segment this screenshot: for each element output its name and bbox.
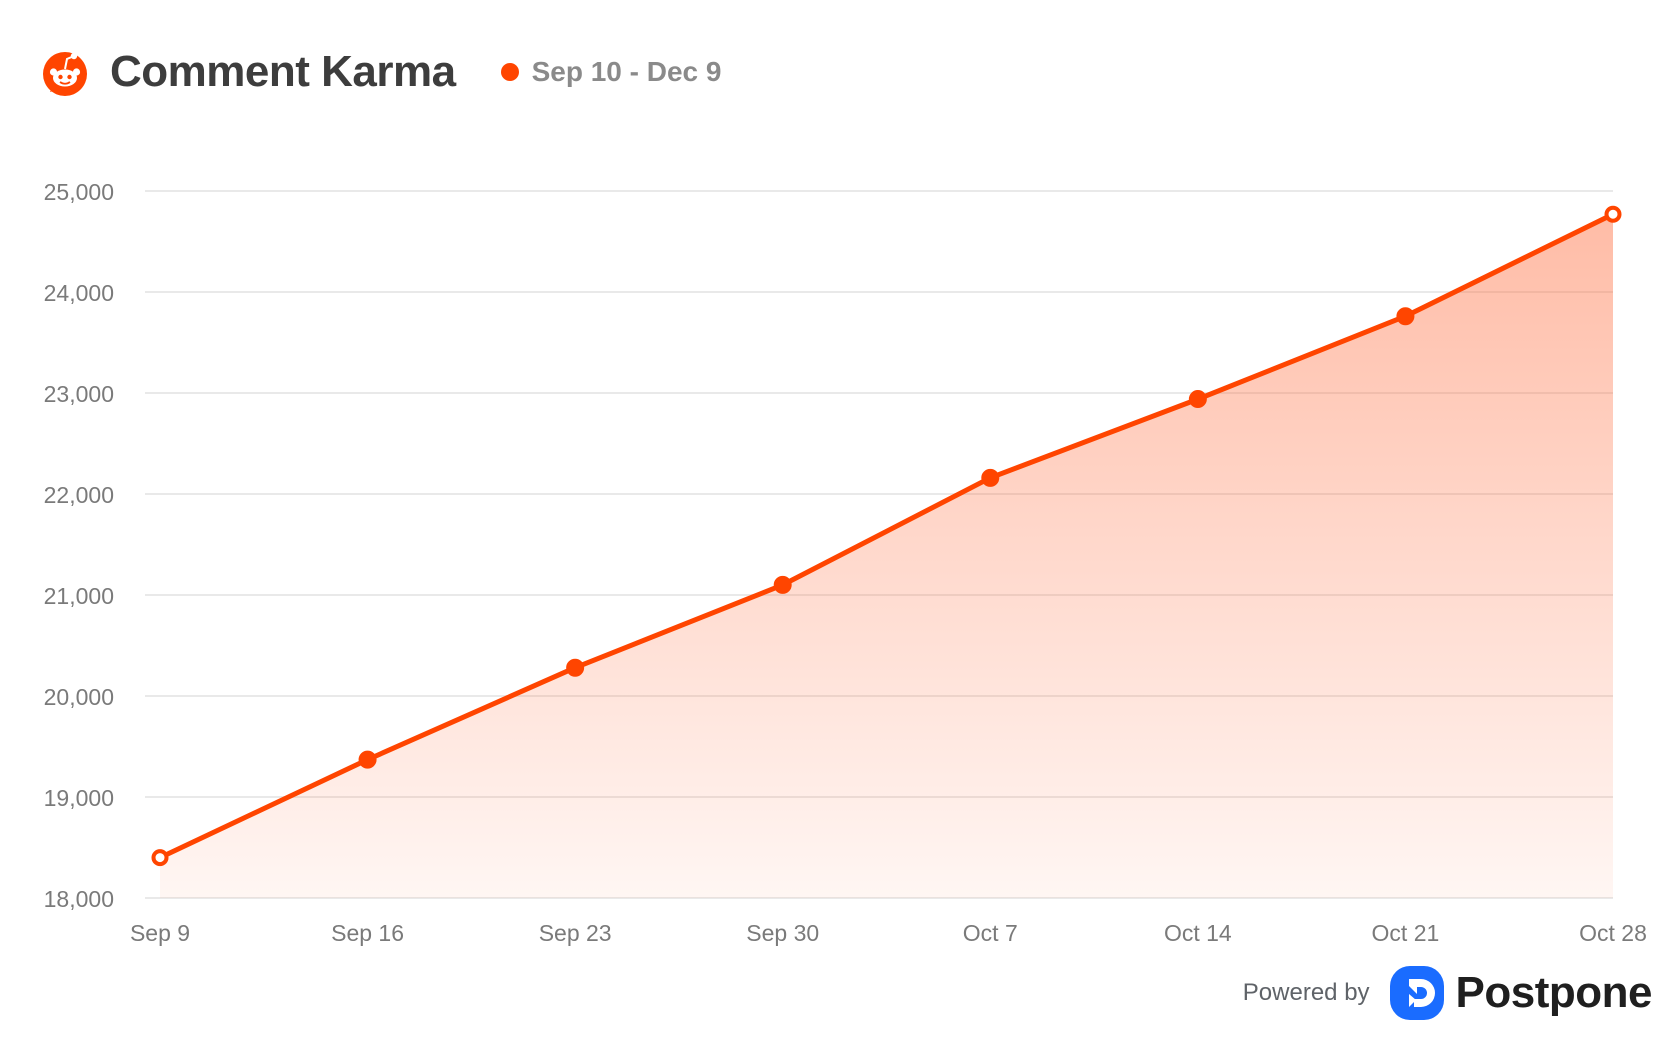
data-point[interactable] <box>1604 205 1622 223</box>
data-point[interactable] <box>981 468 1000 487</box>
postpone-logo-icon <box>1389 966 1444 1020</box>
y-tick-label: 20,000 <box>44 684 114 710</box>
chart-legend[interactable]: Sep 10 - Dec 9 <box>500 56 722 88</box>
y-tick-label: 18,000 <box>44 886 114 912</box>
data-point[interactable] <box>1396 307 1415 326</box>
x-tick-label: Sep 23 <box>539 920 612 946</box>
chart-header: Comment Karma Sep 10 - Dec 9 <box>40 42 721 102</box>
data-point[interactable] <box>773 575 792 594</box>
data-point[interactable] <box>358 750 377 769</box>
powered-by-footer[interactable]: Powered by Postpone <box>1242 962 1653 1024</box>
series-area <box>160 214 1613 898</box>
x-tick-label: Oct 28 <box>1579 920 1647 946</box>
x-tick-label: Oct 7 <box>963 920 1018 946</box>
data-points <box>151 205 1622 867</box>
y-tick-label: 23,000 <box>44 381 114 407</box>
brand-name: Postpone <box>1455 968 1653 1017</box>
chart-title: Comment Karma <box>110 47 456 96</box>
data-point[interactable] <box>1188 390 1207 409</box>
y-tick-label: 21,000 <box>44 583 114 609</box>
legend-marker <box>500 63 519 81</box>
y-axis: 18,000 19,000 20,000 21,000 22,000 23,000 24,0… <box>44 179 114 912</box>
x-tick-label: Sep 9 <box>130 920 190 946</box>
x-tick-label: Oct 21 <box>1372 920 1440 946</box>
series-line <box>157 211 1616 861</box>
x-tick-label: Sep 30 <box>746 920 819 946</box>
x-tick-label: Sep 16 <box>331 920 404 946</box>
data-point[interactable] <box>151 849 169 867</box>
powered-by-label: Powered by <box>1242 979 1370 1006</box>
x-tick-label: Oct 14 <box>1164 920 1232 946</box>
y-tick-label: 22,000 <box>44 482 114 508</box>
reddit-icon <box>43 52 87 96</box>
data-point[interactable] <box>566 658 585 677</box>
x-axis: Sep 9 Sep 16 Sep 23 Sep 30 Oct 7 Oct 14 Oct 21… <box>130 920 1647 946</box>
legend-label: Sep 10 - Dec 9 <box>531 56 722 87</box>
y-tick-label: 24,000 <box>44 280 114 306</box>
y-tick-label: 25,000 <box>44 179 114 205</box>
y-tick-label: 19,000 <box>44 785 114 811</box>
